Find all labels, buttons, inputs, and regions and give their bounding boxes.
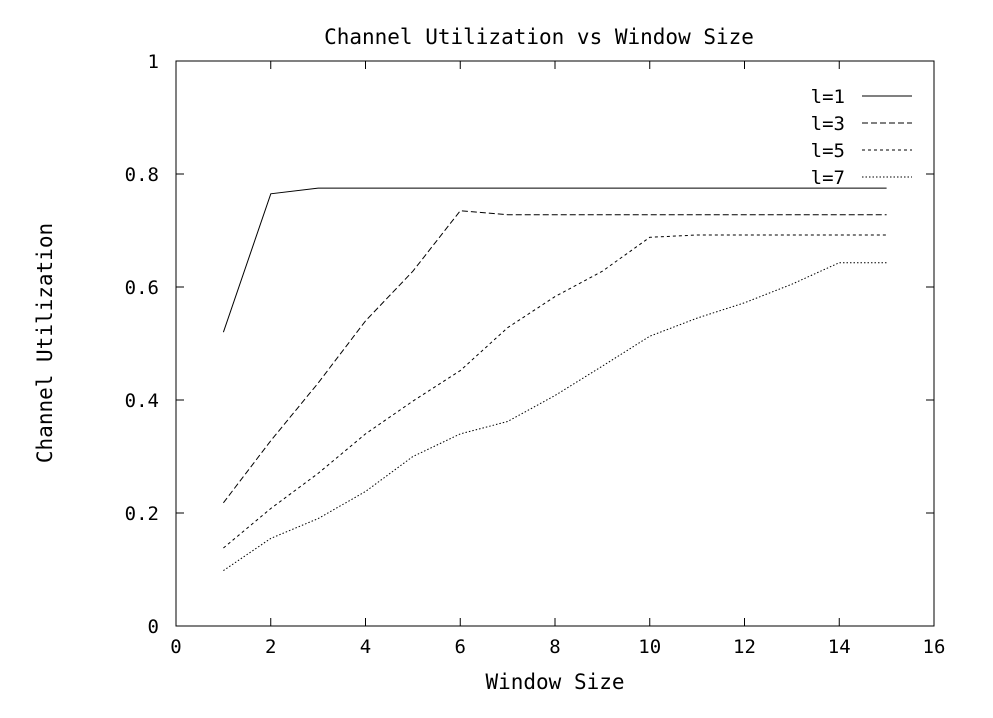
axis-ticks: 0 2 4 6 8 10 12 14 16 0 0.2 0.4 0.6 0.8 1 [125, 51, 946, 658]
series-line-2 [223, 210, 887, 504]
series-line-4 [223, 262, 887, 572]
x-tick-label: 10 [638, 636, 661, 658]
x-tick-label: 4 [360, 636, 371, 658]
y-tick-label: 0.6 [125, 277, 159, 299]
y-tick-label: 0.8 [125, 164, 159, 186]
y-tick-label: 0 [148, 616, 159, 638]
legend: l=1 l=3 l=5 l=7 [811, 86, 912, 189]
legend-label: l=7 [811, 167, 845, 189]
x-tick-label: 12 [733, 636, 756, 658]
legend-label: l=3 [811, 113, 845, 135]
x-tick-label: 6 [455, 636, 466, 658]
y-axis-label: Channel Utilization [33, 223, 57, 463]
chart-title: Channel Utilization vs Window Size [324, 25, 754, 49]
legend-label: l=5 [811, 140, 845, 162]
x-tick-label: 8 [549, 636, 560, 658]
series-line-3 [223, 234, 887, 549]
y-tick-label: 1 [148, 51, 159, 73]
y-tick-label: 0.2 [125, 503, 159, 525]
x-tick-label: 16 [923, 636, 946, 658]
legend-label: l=1 [811, 86, 845, 108]
x-tick-label: 0 [170, 636, 181, 658]
x-axis-label: Window Size [485, 670, 624, 694]
y-tick-label: 0.4 [125, 390, 159, 412]
x-tick-label: 2 [265, 636, 276, 658]
series-lines [222, 187, 887, 572]
series-line-1 [222, 187, 887, 333]
x-tick-label: 14 [828, 636, 851, 658]
